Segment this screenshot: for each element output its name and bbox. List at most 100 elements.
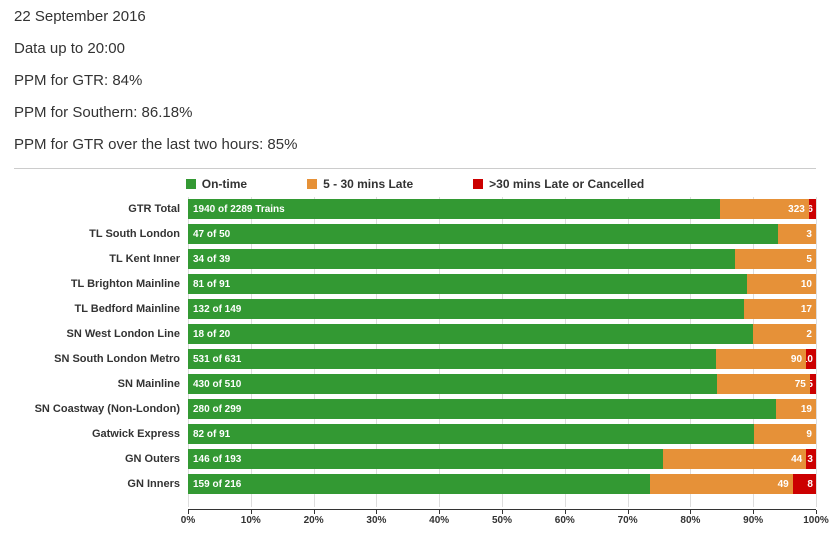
ppm-chart: On-time 5 - 30 mins Late >30 mins Late or … — [14, 173, 816, 528]
x-tick — [628, 510, 629, 514]
bar: 280 of 29919 — [188, 399, 816, 419]
x-tick-label: 0% — [181, 515, 195, 526]
legend-label: >30 mins Late or Cancelled — [489, 177, 644, 191]
x-tick-label: 30% — [366, 515, 386, 526]
legend: On-time 5 - 30 mins Late >30 mins Late or … — [14, 173, 816, 197]
row-label: SN South London Metro — [14, 353, 188, 365]
bar: 146 of 193443 — [188, 449, 816, 469]
legend-item: 5 - 30 mins Late — [307, 177, 413, 191]
x-tick — [502, 510, 503, 514]
row-label: Gatwick Express — [14, 428, 188, 440]
chart-row: SN Mainline430 of 510755 — [14, 372, 816, 396]
x-tick-label: 80% — [680, 515, 700, 526]
segment-on-time: 34 of 39 — [188, 249, 735, 269]
row-label: SN West London Line — [14, 328, 188, 340]
chart-row: Gatwick Express82 of 919 — [14, 422, 816, 446]
segment-on-time: 430 of 510 — [188, 374, 717, 394]
legend-label: On-time — [202, 177, 247, 191]
x-tick — [188, 510, 189, 514]
header-ppm-gtr: PPM for GTR: 84% — [14, 72, 816, 90]
chart-row: TL Brighton Mainline81 of 9110 — [14, 272, 816, 296]
chart-row: TL South London47 of 503 — [14, 222, 816, 246]
x-tick — [816, 510, 817, 514]
chart-row: GN Outers146 of 193443 — [14, 447, 816, 471]
segment-late: 3 — [778, 224, 816, 244]
segment-late: 323 — [720, 199, 809, 219]
x-tick — [753, 510, 754, 514]
x-tick — [314, 510, 315, 514]
segment-on-time: 18 of 20 — [188, 324, 753, 344]
segment-on-time: 159 of 216 — [188, 474, 650, 494]
segment-on-time: 82 of 91 — [188, 424, 754, 444]
segment-cancelled: 3 — [806, 449, 816, 469]
row-label: GN Outers — [14, 453, 188, 465]
row-label: GN Inners — [14, 478, 188, 490]
segment-late: 2 — [753, 324, 816, 344]
segment-on-time: 280 of 299 — [188, 399, 776, 419]
chart-row: TL Bedford Mainline132 of 14917 — [14, 297, 816, 321]
bar: 531 of 6319010 — [188, 349, 816, 369]
x-tick — [690, 510, 691, 514]
segment-late: 19 — [776, 399, 816, 419]
bar: 34 of 395 — [188, 249, 816, 269]
x-tick-label: 70% — [618, 515, 638, 526]
row-label: TL Brighton Mainline — [14, 278, 188, 290]
row-label: TL Bedford Mainline — [14, 303, 188, 315]
segment-late: 9 — [754, 424, 816, 444]
segment-cancelled: 26 — [809, 199, 816, 219]
x-tick — [251, 510, 252, 514]
x-tick-label: 100% — [803, 515, 829, 526]
x-tick-label: 40% — [429, 515, 449, 526]
row-label: SN Mainline — [14, 378, 188, 390]
x-tick — [439, 510, 440, 514]
segment-on-time: 146 of 193 — [188, 449, 663, 469]
x-tick-label: 20% — [304, 515, 324, 526]
bar: 82 of 919 — [188, 424, 816, 444]
legend-swatch — [186, 179, 196, 189]
bar: 18 of 202 — [188, 324, 816, 344]
bar: 159 of 216498 — [188, 474, 816, 494]
segment-on-time: 47 of 50 — [188, 224, 778, 244]
divider — [14, 168, 816, 169]
row-label: TL South London — [14, 228, 188, 240]
x-tick-label: 50% — [492, 515, 512, 526]
segment-late: 49 — [650, 474, 792, 494]
chart-row: SN West London Line18 of 202 — [14, 322, 816, 346]
segment-cancelled: 5 — [810, 374, 816, 394]
chart-row: TL Kent Inner34 of 395 — [14, 247, 816, 271]
segment-late: 5 — [735, 249, 816, 269]
segment-on-time: 1940 of 2289 Trains — [188, 199, 720, 219]
x-tick-label: 60% — [555, 515, 575, 526]
row-label: SN Coastway (Non-London) — [14, 403, 188, 415]
chart-row: SN Coastway (Non-London)280 of 29919 — [14, 397, 816, 421]
header-date: 22 September 2016 — [14, 8, 816, 26]
header-ppm-southern: PPM for Southern: 86.18% — [14, 104, 816, 122]
bar: 132 of 14917 — [188, 299, 816, 319]
header-time: Data up to 20:00 — [14, 40, 816, 58]
segment-on-time: 81 of 91 — [188, 274, 747, 294]
header-block: 22 September 2016 Data up to 20:00 PPM f… — [0, 0, 830, 154]
bar: 47 of 503 — [188, 224, 816, 244]
row-label: GTR Total — [14, 203, 188, 215]
segment-late: 17 — [744, 299, 816, 319]
legend-item: >30 mins Late or Cancelled — [473, 177, 644, 191]
grid-line — [816, 197, 817, 507]
segment-late: 10 — [747, 274, 816, 294]
segment-cancelled: 8 — [793, 474, 816, 494]
header-ppm-gtr-2h: PPM for GTR over the last two hours: 85% — [14, 136, 816, 154]
segment-on-time: 531 of 631 — [188, 349, 716, 369]
x-tick-label: 10% — [241, 515, 261, 526]
bar: 1940 of 2289 Trains32326 — [188, 199, 816, 219]
chart-row: GTR Total1940 of 2289 Trains32326 — [14, 197, 816, 221]
legend-swatch — [307, 179, 317, 189]
chart-row: GN Inners159 of 216498 — [14, 472, 816, 496]
plot-area: GTR Total1940 of 2289 Trains32326TL Sout… — [14, 197, 816, 507]
legend-label: 5 - 30 mins Late — [323, 177, 413, 191]
segment-on-time: 132 of 149 — [188, 299, 744, 319]
segment-late: 90 — [716, 349, 806, 369]
legend-item: On-time — [186, 177, 247, 191]
x-tick — [565, 510, 566, 514]
x-axis: 0%10%20%30%40%50%60%70%80%90%100% — [188, 509, 816, 528]
bar: 430 of 510755 — [188, 374, 816, 394]
row-label: TL Kent Inner — [14, 253, 188, 265]
